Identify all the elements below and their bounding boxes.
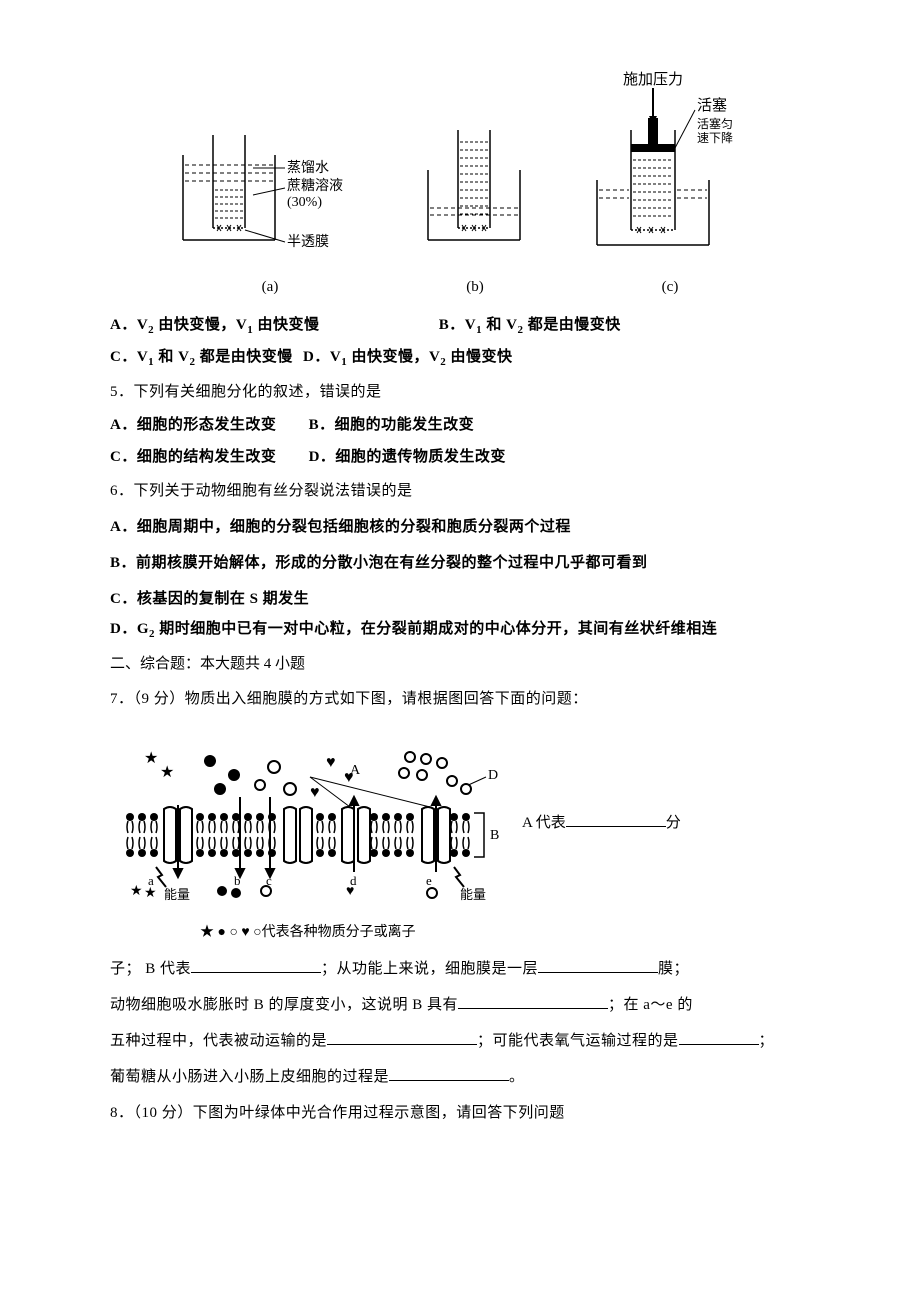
svg-text:半透膜: 半透膜 [287, 234, 329, 250]
figure-a-svg: 蒸馏水 蔗糖溶液 (30%) 半透膜 [175, 120, 365, 270]
svg-text:★: ★ [144, 750, 158, 767]
svg-text:能量: 能量 [460, 887, 486, 902]
figure-c: 施加压力 [585, 70, 755, 296]
q6-optD: D．G2 期时细胞中已有一对中心粒，在分裂前期成对的中心体分开，其间有丝状纤维相… [110, 617, 820, 644]
q6-optB: B．前期核膜开始解体，形成的分散小泡在有丝分裂的整个过程中几乎都可看到 [110, 545, 820, 581]
svg-text:e: e [426, 873, 432, 888]
svg-text:♥: ♥ [326, 754, 336, 771]
svg-text:活塞: 活塞 [697, 96, 727, 114]
svg-text:b: b [234, 873, 241, 888]
figure-b: (b) [420, 120, 530, 296]
figure-a-caption: (a) [175, 279, 365, 296]
svg-text:活塞匀: 活塞匀 [697, 116, 733, 131]
svg-text:蒸馏水: 蒸馏水 [287, 160, 329, 176]
svg-text:♥: ♥ [310, 784, 320, 801]
q7-stem: 7．（9 分）物质出入细胞膜的方式如下图，请根据图回答下面的问题： [110, 681, 820, 717]
q7-side-text: A 代表分 [522, 811, 681, 832]
svg-text:蔗糖溶液: 蔗糖溶液 [287, 178, 343, 194]
figure-c-svg: 施加压力 [585, 70, 755, 270]
figure-a: 蒸馏水 蔗糖溶液 (30%) 半透膜 (a) [175, 120, 365, 296]
svg-text:B: B [490, 828, 499, 843]
figure-row-4: 蒸馏水 蔗糖溶液 (30%) 半透膜 (a) [110, 70, 820, 296]
q4-opt-ab: A．V2 由快变慢，V1 由快变慢 B．V1 和 V2 都是由慢变快 [110, 310, 820, 342]
svg-text:c: c [266, 873, 272, 888]
q5-opt-cd: C．细胞的结构发生改变 D．细胞的遗传物质发生改变 [110, 442, 820, 474]
q5-opt-ab: A．细胞的形态发生改变 B．细胞的功能发生改变 [110, 410, 820, 442]
q6-stem: 6．下列关于动物细胞有丝分裂说法错误的是 [110, 473, 820, 509]
svg-text:施加压力: 施加压力 [623, 71, 683, 88]
svg-text:♥: ♥ [344, 769, 354, 786]
section-2-head: 二、综合题：本大题共 4 小题 [110, 648, 820, 681]
q7-line2: 动物细胞吸水膨胀时 B 的厚度变小，这说明 B 具有；在 a～e 的 [110, 987, 820, 1023]
q6-optA: A．细胞周期中，细胞的分裂包括细胞核的分裂和胞质分裂两个过程 [110, 509, 820, 545]
svg-text:a: a [148, 873, 154, 888]
q4-opt-cd: C．V1 和 V2 都是由快变慢 D．V1 由快变慢，V2 由慢变快 [110, 342, 820, 374]
q7-line3: 五种过程中，代表被动运输的是；可能代表氧气运输过程的是； [110, 1023, 820, 1059]
q8-stem: 8．（10 分）下图为叶绿体中光合作用过程示意图，请回答下列问题 [110, 1095, 820, 1131]
svg-text:d: d [350, 873, 357, 888]
figure-b-caption: (b) [420, 279, 530, 296]
q6-optC: C．核基因的复制在 S 期发生 [110, 581, 820, 617]
q5-stem: 5．下列有关细胞分化的叙述，错误的是 [110, 374, 820, 410]
q7-line4: 葡萄糖从小肠进入小肠上皮细胞的过程是。 [110, 1059, 820, 1095]
exam-page: 蒸馏水 蔗糖溶液 (30%) 半透膜 (a) [0, 0, 920, 1302]
svg-text:D: D [488, 768, 498, 783]
q7-membrane-svg: A D B ★ ★ ♥ ♥ ♥ [110, 717, 510, 927]
svg-text:能量: 能量 [164, 887, 190, 902]
q7-line1: 子； B 代表；从功能上来说，细胞膜是一层膜； [110, 951, 820, 987]
svg-text:(30%): (30%) [287, 195, 322, 210]
figure-c-caption: (c) [585, 279, 755, 296]
svg-text:★: ★ [130, 884, 143, 899]
svg-text:速下降: 速下降 [697, 131, 733, 145]
svg-text:★: ★ [144, 886, 157, 901]
q7-figure-row: A D B ★ ★ ♥ ♥ ♥ [110, 717, 820, 927]
svg-text:★: ★ [160, 764, 174, 781]
figure-b-svg [420, 120, 530, 270]
